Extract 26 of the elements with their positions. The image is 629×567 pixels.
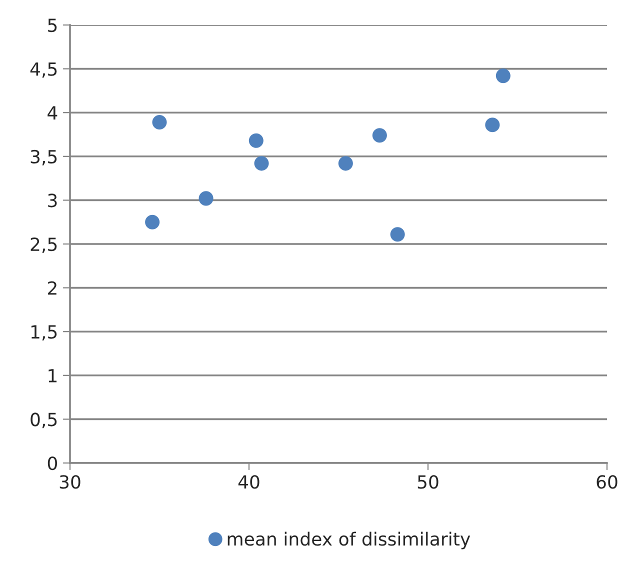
- point: [145, 214, 160, 230]
- y-tick-label: 0: [48, 456, 57, 470]
- x-tick-label: 40: [238, 475, 260, 489]
- point: [198, 191, 214, 206]
- y-tick-label: 3: [48, 194, 57, 208]
- y-tick-label: 1,5: [31, 325, 57, 341]
- y-tick-label: 2,5: [30, 237, 57, 253]
- legend-label: mean index of dissimilarity: [228, 532, 470, 550]
- y-tick-label: 1: [48, 369, 57, 382]
- x-tick-label: 60: [596, 475, 618, 489]
- point: [248, 133, 264, 148]
- y-tick-label: 4,5: [30, 62, 57, 78]
- y-tick-label: 4: [48, 106, 58, 120]
- point: [254, 156, 269, 171]
- x-tick-label: 30: [60, 475, 80, 489]
- point: [372, 128, 387, 143]
- point: [390, 227, 405, 242]
- point: [485, 118, 500, 132]
- point: [496, 68, 510, 84]
- point: [152, 114, 167, 130]
- y-tick-label: 0,5: [30, 412, 57, 428]
- point: [338, 156, 353, 171]
- y-tick-label: 3,5: [30, 150, 57, 166]
- y-tick-label: 2: [48, 281, 56, 295]
- x-tick-label: 50: [418, 475, 438, 489]
- y-tick-label: 5: [48, 18, 57, 32]
